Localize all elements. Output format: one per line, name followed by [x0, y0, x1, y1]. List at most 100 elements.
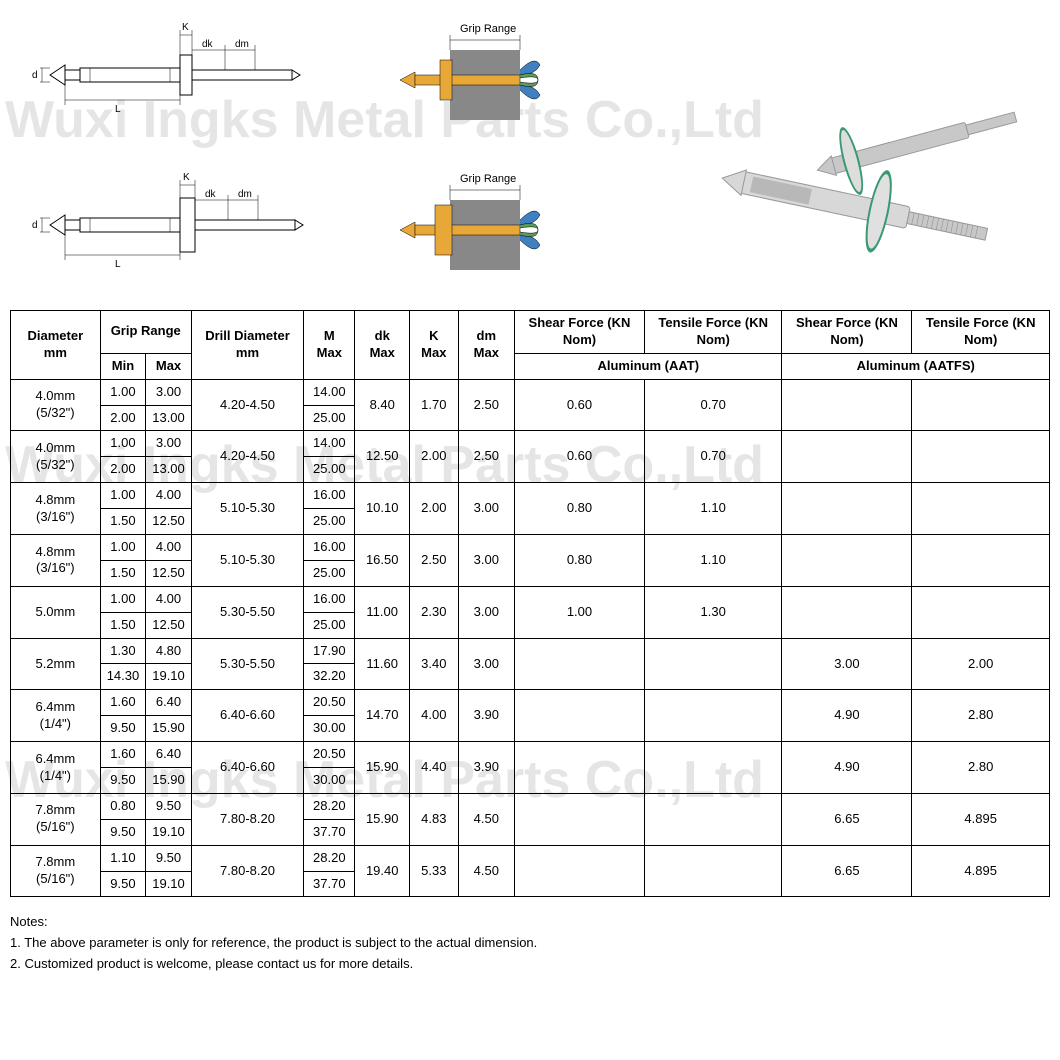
- table-row: 5.2mm 1.30 4.80 5.30-5.50 17.90 11.60 3.…: [11, 638, 1050, 664]
- cell-max: 3.00: [146, 431, 192, 457]
- table-row: 4.8mm(3/16") 1.00 4.00 5.10-5.30 16.00 1…: [11, 535, 1050, 561]
- svg-text:dm: dm: [235, 39, 249, 50]
- cell-sf-aatfs: 4.90: [782, 742, 912, 794]
- cell-dk: 11.00: [355, 586, 410, 638]
- cell-drill: 7.80-8.20: [191, 793, 303, 845]
- cell-k: 4.00: [410, 690, 459, 742]
- table-row: 7.8mm(5/16") 1.10 9.50 7.80-8.20 28.20 1…: [11, 845, 1050, 871]
- cell-sf-aatfs: 6.65: [782, 845, 912, 897]
- cell-tf-aat: [644, 742, 782, 794]
- cell-drill: 6.40-6.60: [191, 742, 303, 794]
- cell-dk: 10.10: [355, 483, 410, 535]
- cell-drill: 4.20-4.50: [191, 431, 303, 483]
- cell-max: 15.90: [146, 768, 192, 794]
- cell-max: 4.00: [146, 483, 192, 509]
- cell-dm: 3.90: [458, 742, 514, 794]
- cell-dm: 2.50: [458, 431, 514, 483]
- cell-tf-aatfs: 2.80: [912, 690, 1050, 742]
- cell-dk: 16.50: [355, 535, 410, 587]
- cell-tf-aat: [644, 845, 782, 897]
- cell-max: 4.80: [146, 638, 192, 664]
- cell-sf-aat: [515, 690, 645, 742]
- svg-text:L: L: [115, 104, 121, 115]
- cell-min: 1.30: [100, 638, 146, 664]
- cell-k: 2.00: [410, 483, 459, 535]
- cell-max: 15.90: [146, 716, 192, 742]
- cell-m: 30.00: [304, 716, 355, 742]
- cell-drill: 5.30-5.50: [191, 586, 303, 638]
- cell-tf-aat: 1.10: [644, 483, 782, 535]
- cell-dia: 5.2mm: [11, 638, 101, 690]
- cell-sf-aat: [515, 793, 645, 845]
- technical-drawing-1: K dk dm d L: [30, 20, 330, 143]
- cell-max: 4.00: [146, 535, 192, 561]
- cell-m: 25.00: [304, 457, 355, 483]
- cell-m: 20.50: [304, 690, 355, 716]
- th-sf1: Shear Force (KN Nom): [515, 311, 645, 354]
- cell-tf-aat: [644, 638, 782, 690]
- cell-k: 4.83: [410, 793, 459, 845]
- cell-dia: 4.0mm(5/32"): [11, 379, 101, 431]
- cell-min: 1.00: [100, 483, 146, 509]
- th-drill: Drill Diameter mm: [191, 311, 303, 380]
- cell-dk: 15.90: [355, 742, 410, 794]
- cell-min: 1.00: [100, 586, 146, 612]
- cell-min: 1.00: [100, 535, 146, 561]
- cell-min: 9.50: [100, 819, 146, 845]
- table-row: 7.8mm(5/16") 0.80 9.50 7.80-8.20 28.20 1…: [11, 793, 1050, 819]
- th-mmax: M Max: [304, 311, 355, 380]
- cell-m: 16.00: [304, 535, 355, 561]
- cell-min: 1.00: [100, 379, 146, 405]
- cell-tf-aat: [644, 690, 782, 742]
- table-row: 4.0mm(5/32") 1.00 3.00 4.20-4.50 14.00 1…: [11, 431, 1050, 457]
- cell-tf-aatfs: 2.80: [912, 742, 1050, 794]
- cell-max: 12.50: [146, 612, 192, 638]
- cell-sf-aat: [515, 742, 645, 794]
- cell-sf-aatfs: 3.00: [782, 638, 912, 690]
- cell-k: 3.40: [410, 638, 459, 690]
- cell-dk: 15.90: [355, 793, 410, 845]
- cell-tf-aatfs: 4.895: [912, 793, 1050, 845]
- notes-title: Notes:: [10, 912, 1050, 933]
- grip-drawing-1: Grip Range: [390, 20, 570, 143]
- cell-sf-aatfs: [782, 379, 912, 431]
- cell-dia: 6.4mm(1/4"): [11, 690, 101, 742]
- th-diameter: Diameter mm: [11, 311, 101, 380]
- cell-max: 9.50: [146, 845, 192, 871]
- cell-tf-aat: 1.10: [644, 535, 782, 587]
- cell-dm: 4.50: [458, 845, 514, 897]
- cell-dia: 7.8mm(5/16"): [11, 793, 101, 845]
- cell-sf-aatfs: [782, 431, 912, 483]
- cell-dk: 11.60: [355, 638, 410, 690]
- cell-dk: 19.40: [355, 845, 410, 897]
- cell-max: 19.10: [146, 819, 192, 845]
- cell-k: 4.40: [410, 742, 459, 794]
- cell-k: 2.30: [410, 586, 459, 638]
- cell-tf-aatfs: [912, 431, 1050, 483]
- cell-dm: 4.50: [458, 793, 514, 845]
- cell-tf-aatfs: [912, 483, 1050, 535]
- cell-sf-aatfs: 4.90: [782, 690, 912, 742]
- th-dkmax: dk Max: [355, 311, 410, 380]
- cell-dk: 12.50: [355, 431, 410, 483]
- grip-drawing-2: Grip Range: [390, 170, 570, 293]
- cell-max: 12.50: [146, 560, 192, 586]
- th-tf2: Tensile Force (KN Nom): [912, 311, 1050, 354]
- cell-tf-aat: [644, 793, 782, 845]
- cell-tf-aatfs: [912, 379, 1050, 431]
- cell-tf-aatfs: 2.00: [912, 638, 1050, 690]
- th-kmax: K Max: [410, 311, 459, 380]
- cell-min: 0.80: [100, 793, 146, 819]
- cell-max: 12.50: [146, 509, 192, 535]
- svg-text:dm: dm: [238, 189, 252, 200]
- cell-k: 1.70: [410, 379, 459, 431]
- svg-text:L: L: [115, 259, 121, 270]
- table-row: 4.8mm(3/16") 1.00 4.00 5.10-5.30 16.00 1…: [11, 483, 1050, 509]
- svg-text:dk: dk: [205, 189, 217, 200]
- table-row: 6.4mm(1/4") 1.60 6.40 6.40-6.60 20.50 14…: [11, 690, 1050, 716]
- cell-m: 28.20: [304, 845, 355, 871]
- th-aatfs: Aluminum (AATFS): [782, 353, 1050, 379]
- cell-m: 14.00: [304, 431, 355, 457]
- cell-drill: 7.80-8.20: [191, 845, 303, 897]
- cell-max: 13.00: [146, 457, 192, 483]
